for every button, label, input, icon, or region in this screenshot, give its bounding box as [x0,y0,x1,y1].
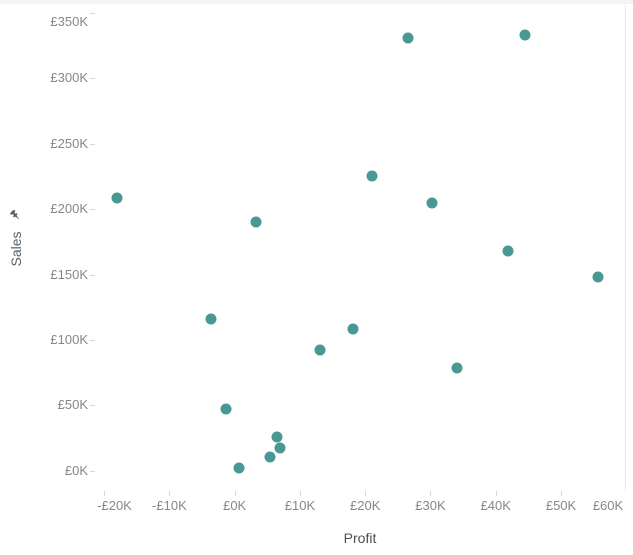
y-axis-tick [90,144,95,145]
scatter-point[interactable] [314,344,326,356]
y-axis-tick [90,275,95,276]
x-axis-tick-label: £50K [545,498,577,513]
y-axis-tick [90,13,95,14]
scatter-point[interactable] [250,216,262,228]
scatter-point[interactable] [592,271,604,283]
x-axis-tick [104,491,105,496]
y-axis-tick-label: £100K [50,332,88,348]
y-axis-tick-label: £50K [57,397,88,413]
x-axis-tick [496,491,497,496]
x-axis-tick-label: £10K [284,498,316,513]
y-axis-tick-label: £300K [50,70,88,86]
scatter-point[interactable] [111,192,123,204]
y-axis-tick-label: £250K [50,135,88,151]
y-axis-tick-label: £200K [50,201,88,217]
y-axis-tick-label: £150K [50,266,88,282]
plot-pane [95,5,626,491]
scatter-point[interactable] [264,451,276,463]
worksheet-top-edge [0,0,633,4]
x-axis-tick [430,491,431,496]
x-axis-tick-label: £0K [223,498,247,513]
x-axis-tick [561,491,562,496]
x-axis-tick-label: £20K [350,498,381,513]
scatter-point[interactable] [366,170,378,182]
x-axis-tick [169,491,170,496]
scatter-point[interactable] [271,431,283,443]
x-axis-tick-label: -£20K [97,498,132,513]
scatter-point[interactable] [451,362,463,374]
x-axis-tick [235,491,236,496]
x-axis-title: Profit [343,530,377,546]
y-axis-tick [90,405,95,406]
y-axis-tick [90,340,95,341]
x-axis-tick-label: -£10K [152,498,187,513]
scatter-point[interactable] [347,323,359,335]
scatter-point[interactable] [519,29,531,41]
scatter-point[interactable] [274,442,286,454]
scatter-point[interactable] [402,32,414,44]
x-axis-tick-label: £40K [480,498,511,513]
scatter-point[interactable] [220,403,232,415]
y-axis-tick-label: £350K [50,13,88,29]
scatter-point[interactable] [502,245,513,257]
y-axis-tick [90,78,95,79]
x-axis-tick-label: £60K [592,498,624,513]
scatter-point[interactable] [426,197,438,209]
y-axis-tick-label: £0K [64,462,88,478]
y-axis-tick [90,471,95,472]
scatter-point[interactable] [233,462,245,474]
scatter-point[interactable] [205,313,217,325]
x-axis-tick-label: £30K [415,498,446,513]
pushpin-icon [10,210,20,220]
x-axis-tick [365,491,366,496]
y-axis-tick [90,209,95,210]
x-axis-tick [300,491,301,496]
